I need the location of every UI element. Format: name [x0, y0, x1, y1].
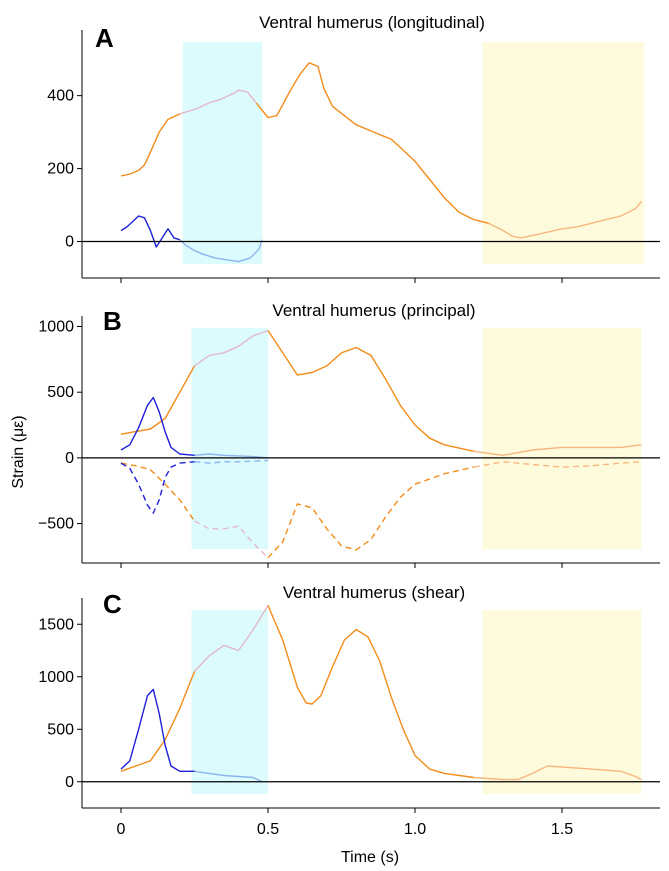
x-axis-label: Time (s) — [341, 849, 399, 866]
series-line-orange-dashed — [267, 466, 474, 559]
y-tick-label: 500 — [47, 384, 74, 401]
y-tick-label: 1000 — [38, 669, 74, 686]
panel-c: C Ventral humerus (shear) 0 500 1000 1500 — [38, 583, 660, 813]
panel-title: Ventral humerus (longitudinal) — [259, 13, 485, 32]
y-tick-label: 500 — [47, 721, 74, 738]
x-tick-label: 1.5 — [551, 821, 573, 838]
x-tick-label: 0 — [117, 821, 126, 838]
series-line-blue-solid — [120, 688, 195, 772]
series-line-blue-solid — [194, 453, 269, 459]
y-tick-label: 200 — [47, 161, 74, 178]
y-tick-label: −500 — [38, 516, 74, 533]
panel-a: A Ventral humerus (longitudinal) 0 200 400 — [47, 13, 660, 283]
series-line-orange-solid — [120, 113, 181, 177]
series-line-orange-solid — [194, 329, 269, 367]
series-line-orange-dashed — [194, 520, 269, 559]
x-tick-label: 0.5 — [257, 821, 279, 838]
y-tick-label: 1000 — [38, 319, 74, 336]
x-tick-label: 1.0 — [404, 821, 426, 838]
series-line-blue-dashed — [194, 459, 269, 464]
series-line-orange-solid — [473, 765, 642, 781]
series-line-orange-solid — [120, 365, 196, 435]
y-tick-label: 0 — [65, 774, 74, 791]
panel-letter: B — [103, 306, 122, 336]
series-line-orange-solid — [120, 671, 196, 772]
y-axis-label: Strain (με) — [10, 415, 27, 488]
highlight-band-cyan — [191, 328, 268, 549]
series-line-orange-dashed — [120, 462, 196, 522]
panel-title: Ventral humerus (shear) — [283, 583, 465, 602]
highlight-band-yellow — [482, 610, 642, 794]
series-line-orange-solid — [267, 605, 474, 779]
series-line-orange-solid — [488, 200, 642, 239]
series-line-blue-solid — [179, 239, 263, 263]
series-line-orange-solid — [255, 62, 489, 224]
series-line-blue-solid — [194, 770, 263, 783]
panel-title: Ventral humerus (principal) — [272, 301, 475, 320]
panel-letter: A — [95, 23, 114, 53]
y-tick-label: 0 — [65, 234, 74, 251]
panel-b: B Ventral humerus (principal) −500 0 500 10… — [38, 301, 660, 568]
series-line-blue-dashed — [120, 461, 195, 514]
highlight-band-yellow — [482, 42, 645, 264]
y-tick-label: 400 — [47, 88, 74, 105]
panel-letter: C — [103, 589, 122, 619]
series-line-blue-solid — [120, 396, 195, 456]
series-line-orange-solid — [473, 444, 642, 456]
y-tick-label: 1500 — [38, 616, 74, 633]
series-line-blue-solid — [120, 215, 181, 248]
y-tick-label: 0 — [65, 450, 74, 467]
highlight-band-cyan — [191, 610, 268, 794]
series-line-orange-solid — [179, 89, 257, 115]
series-line-orange-solid — [267, 330, 474, 452]
series-line-orange-solid — [193, 605, 269, 672]
highlight-band-cyan — [182, 42, 263, 264]
highlight-band-yellow — [482, 328, 642, 549]
